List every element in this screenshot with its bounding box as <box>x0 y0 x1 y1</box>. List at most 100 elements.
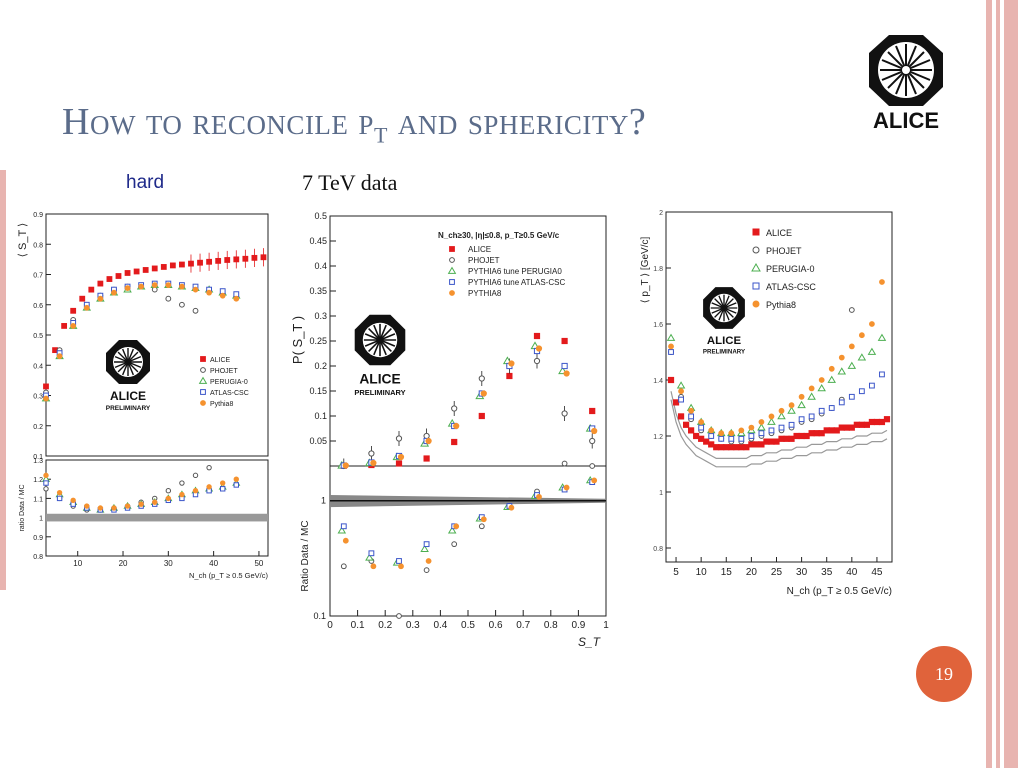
marker-data-point <box>767 417 776 425</box>
marker-data-point <box>817 384 826 392</box>
x-tick-label: 1 <box>603 620 609 631</box>
ratio-y-tick-label: 0.9 <box>33 535 43 542</box>
alice-logo: ALICE <box>866 30 946 133</box>
marker-data-point <box>192 307 199 314</box>
marker-data-point <box>425 437 432 445</box>
marker-data-point <box>768 438 775 445</box>
x-tick-label: 0.9 <box>571 620 585 631</box>
marker-data-point <box>480 390 487 397</box>
marker-ratio-point <box>165 488 172 494</box>
marker-data-point <box>883 416 891 423</box>
marker-data-point <box>778 407 785 414</box>
marker-data-point <box>738 435 745 442</box>
marker-legend-marker <box>200 367 206 373</box>
ratio-y-tick-label: 0.8 <box>33 554 43 561</box>
marker-data-point <box>763 438 770 445</box>
marker-data-point <box>879 371 885 378</box>
marker-data-point <box>783 435 790 442</box>
marker-data-point <box>179 261 185 268</box>
marker-data-point <box>758 430 765 437</box>
marker-ratio-point <box>480 516 487 523</box>
x-tick-label: 0.7 <box>516 620 530 631</box>
x-axis-label: N_ch (p_T ≥ 0.5 GeV/c) <box>189 571 269 580</box>
x-tick-label: 0.6 <box>489 620 503 631</box>
legend-label: PHOJET <box>210 368 238 375</box>
ratio-axis-label: Ratio Data / MC <box>300 520 311 591</box>
marker-data-point <box>857 353 867 361</box>
legend: ALICE PHOJET PERUGIA-0 ATLAS-CSC Pythia8 <box>751 228 816 310</box>
marker-data-point <box>728 435 735 442</box>
ratio-y-tick-label: 1.2 <box>33 477 43 484</box>
marker-data-point <box>251 254 258 261</box>
marker-data-point <box>728 430 735 437</box>
marker-ratio-point <box>84 503 90 509</box>
marker-ratio-point <box>398 563 404 570</box>
marker-data-point <box>838 399 845 406</box>
x-tick-label: 30 <box>796 567 808 578</box>
marker-data-point <box>672 399 680 406</box>
marker-data-point <box>151 282 158 288</box>
x-tick-label: 40 <box>846 567 858 578</box>
marker-data-point <box>798 416 805 423</box>
alice-logo-icon <box>869 35 943 106</box>
series-atlas-csc <box>668 349 885 442</box>
marker-data-point <box>206 289 213 296</box>
marker-data-point <box>192 286 199 293</box>
x-tick-label: 0.1 <box>351 620 365 631</box>
legend-label: PYTHIA6 tune ATLAS-CSC <box>468 278 565 287</box>
marker-data-point <box>667 376 675 384</box>
marker-data-point <box>535 345 543 352</box>
marker-legend-marker <box>752 246 760 254</box>
y-tick-label: 0.4 <box>314 261 327 271</box>
marker-data-point <box>698 424 705 431</box>
logo-sublabel: PRELIMINARY <box>703 349 745 356</box>
marker-data-point <box>743 444 750 451</box>
marker-data-point <box>808 385 815 392</box>
ratio-series-pythia8 <box>43 472 239 511</box>
series-pythia8 <box>342 345 598 469</box>
marker-data-point <box>693 432 700 440</box>
marker-data-point <box>589 437 596 445</box>
marker-legend-marker <box>200 400 206 406</box>
marker-ratio-point <box>165 495 172 502</box>
marker-ratio-point <box>43 480 49 486</box>
x-tick-label: 0.3 <box>406 620 420 631</box>
marker-data-point <box>713 444 720 451</box>
marker-data-point <box>863 421 870 428</box>
y-axis-label: P( S_T ) <box>290 316 305 364</box>
marker-data-point <box>793 432 800 440</box>
marker-legend-marker <box>198 376 208 384</box>
marker-ratio-point <box>179 491 185 498</box>
marker-ratio-point <box>396 558 402 564</box>
marker-data-point <box>561 410 568 417</box>
legend: ALICE PHOJET PERUGIA-0 ATLAS-CSC Pythia8 <box>198 356 249 408</box>
marker-data-point <box>869 382 875 389</box>
marker-ratio-point <box>453 523 460 530</box>
legend-label: ALICE <box>468 245 491 254</box>
marker-data-point <box>788 435 795 442</box>
marker-data-point <box>818 430 825 437</box>
marker-data-point <box>106 276 113 282</box>
marker-data-point <box>848 393 855 400</box>
marker-legend-marker <box>752 300 760 308</box>
marker-data-point <box>738 427 745 434</box>
ratio-area <box>329 465 607 617</box>
marker-data-point <box>206 258 213 265</box>
marker-ratio-point <box>368 550 375 557</box>
plot-area <box>665 211 893 563</box>
marker-data-point <box>723 444 730 451</box>
alice-logo-text: ALICE <box>873 108 939 132</box>
marker-ratio-point <box>423 567 430 574</box>
legend-header: N_ch≥30, |η|≤0.8, p_T≥0.5 GeV/c <box>438 231 560 240</box>
x-tick-label: 0.2 <box>378 620 392 631</box>
marker-ratio-point <box>111 505 117 511</box>
x-tick-label: 15 <box>721 567 733 578</box>
marker-ratio-point <box>192 472 199 479</box>
marker-data-point <box>748 424 755 431</box>
x-tick-label: 0.5 <box>461 620 475 631</box>
marker-legend-marker <box>751 262 761 272</box>
marker-data-point <box>843 424 850 431</box>
y-axis-label: ⟨ p_T ⟩ [GeV/c] <box>640 237 651 304</box>
x-tick-label: 45 <box>871 567 883 578</box>
